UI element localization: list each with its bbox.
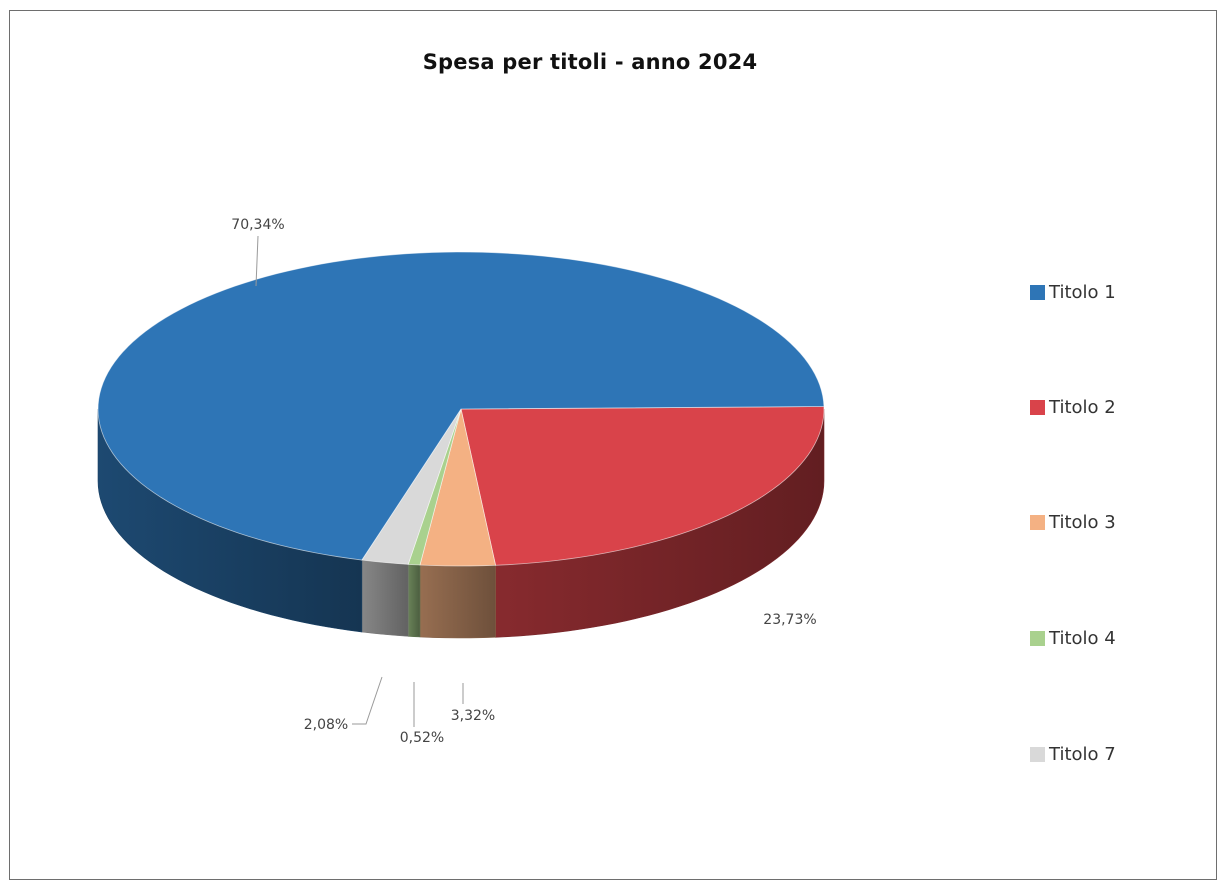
chart-title: Spesa per titoli - anno 2024: [422, 50, 758, 74]
pie-slice-titolo-1: [97, 251, 825, 561]
pie-slice-titolo-3: [419, 408, 497, 567]
legend-swatch: [1030, 746, 1045, 762]
leader-line-titolo-7: [352, 676, 383, 725]
legend-item-titolo-4: Titolo 4: [1030, 626, 1116, 650]
legend-item-titolo-7: Titolo 7: [1030, 742, 1116, 766]
legend-label: Titolo 7: [1049, 743, 1116, 765]
legend-swatch: [1030, 630, 1045, 646]
pie-side-titolo-4: [407, 564, 421, 638]
pie-top: [97, 251, 825, 567]
data-labels: 70,34% 23,73% 3,32% 0,52% 2,08%: [231, 217, 816, 746]
data-label-titolo-3: 3,32%: [451, 708, 495, 724]
legend-item-titolo-2: Titolo 2: [1030, 395, 1116, 419]
legend-swatch: [1030, 284, 1045, 300]
legend-label: Titolo 4: [1049, 627, 1116, 649]
legend-item-titolo-3: Titolo 3: [1030, 510, 1116, 534]
pie-slice-titolo-2: [460, 406, 825, 566]
legend-label: Titolo 2: [1049, 396, 1116, 418]
data-label-titolo-1: 70,34%: [231, 217, 284, 233]
legend-label: Titolo 3: [1049, 511, 1116, 533]
leader-line-titolo-1: [255, 235, 259, 287]
data-label-titolo-4: 0,52%: [400, 730, 444, 746]
pie-side-titolo-3: [419, 564, 496, 639]
legend-item-titolo-1: Titolo 1: [1030, 280, 1116, 304]
legend-swatch: [1030, 514, 1045, 530]
data-label-titolo-7: 2,08%: [304, 717, 348, 733]
pie-side-titolo-7: [361, 559, 409, 637]
legend-swatch: [1030, 399, 1045, 415]
data-label-titolo-2: 23,73%: [763, 612, 816, 628]
legend-label: Titolo 1: [1049, 281, 1116, 303]
